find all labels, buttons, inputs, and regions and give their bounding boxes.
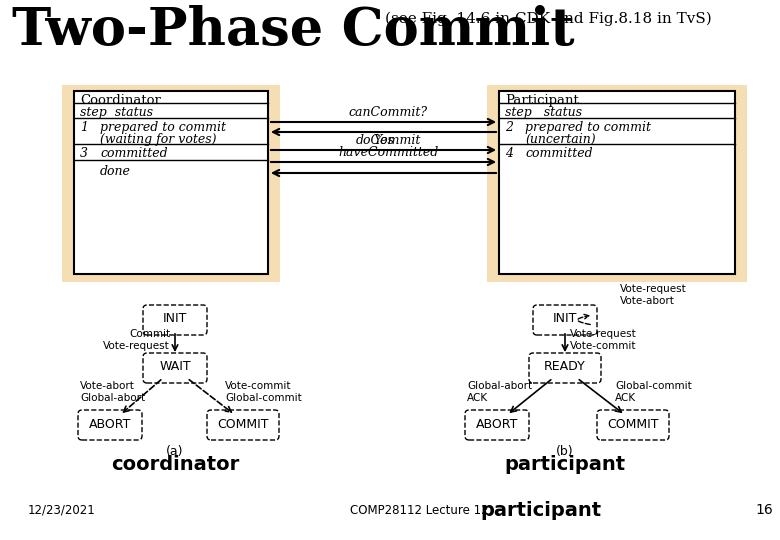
FancyBboxPatch shape [487, 85, 747, 282]
FancyBboxPatch shape [207, 410, 279, 440]
FancyBboxPatch shape [143, 353, 207, 383]
FancyBboxPatch shape [529, 353, 601, 383]
Text: 16: 16 [755, 503, 773, 517]
Text: INIT: INIT [163, 313, 187, 326]
FancyBboxPatch shape [499, 91, 735, 274]
Text: Coordinator: Coordinator [80, 94, 161, 107]
Text: Vote-commit
Global-commit: Vote-commit Global-commit [225, 381, 302, 403]
Text: 1: 1 [80, 121, 88, 134]
Text: Yes: Yes [373, 134, 394, 147]
Text: step  status: step status [80, 106, 153, 119]
FancyBboxPatch shape [78, 410, 142, 440]
Text: (a): (a) [166, 446, 184, 458]
FancyBboxPatch shape [533, 305, 597, 335]
FancyBboxPatch shape [62, 85, 280, 282]
Text: coordinator: coordinator [111, 456, 239, 475]
Text: (see Fig. 14.6 in CDK and Fig.8.18 in TvS): (see Fig. 14.6 in CDK and Fig.8.18 in Tv… [385, 12, 711, 26]
Text: INIT: INIT [553, 313, 577, 326]
Text: ABORT: ABORT [476, 417, 518, 430]
Text: (b): (b) [556, 446, 574, 458]
Text: 2: 2 [505, 121, 513, 134]
Text: Participant: Participant [505, 94, 579, 107]
Text: (waiting for votes): (waiting for votes) [100, 133, 217, 146]
Text: done: done [100, 165, 131, 178]
Text: Global-commit
ACK: Global-commit ACK [615, 381, 692, 403]
FancyBboxPatch shape [597, 410, 669, 440]
Text: COMP28112 Lecture 12: COMP28112 Lecture 12 [350, 503, 488, 516]
Text: 12/23/2021: 12/23/2021 [28, 503, 96, 516]
Text: Two-Phase Commit: Two-Phase Commit [12, 5, 575, 56]
Text: COMMIT: COMMIT [218, 417, 269, 430]
Text: committed: committed [100, 147, 168, 160]
FancyBboxPatch shape [74, 91, 268, 274]
FancyBboxPatch shape [143, 305, 207, 335]
Text: COMMIT: COMMIT [608, 417, 659, 430]
Text: WAIT: WAIT [159, 361, 191, 374]
Text: prepared to commit: prepared to commit [100, 121, 226, 134]
Text: Vote-request
Vote-abort: Vote-request Vote-abort [620, 284, 686, 306]
Text: 3: 3 [80, 147, 88, 160]
Text: participant: participant [480, 501, 601, 519]
Text: prepared to commit: prepared to commit [525, 121, 651, 134]
Text: 4: 4 [505, 147, 513, 160]
Text: Commit
Vote-request: Commit Vote-request [103, 329, 170, 351]
Text: ABORT: ABORT [89, 417, 131, 430]
Text: committed: committed [525, 147, 593, 160]
Text: (uncertain): (uncertain) [525, 133, 596, 146]
Text: step   status: step status [505, 106, 582, 119]
Text: READY: READY [544, 361, 586, 374]
Text: Global-abort
ACK: Global-abort ACK [467, 381, 532, 403]
Text: doCommit: doCommit [356, 134, 421, 147]
Text: haveCommitted: haveCommitted [339, 146, 438, 159]
Text: participant: participant [505, 456, 626, 475]
Text: Vote-request
Vote-commit: Vote-request Vote-commit [570, 329, 636, 351]
Text: canCommit?: canCommit? [349, 106, 428, 119]
FancyBboxPatch shape [465, 410, 529, 440]
Text: Vote-abort
Global-abort: Vote-abort Global-abort [80, 381, 145, 403]
